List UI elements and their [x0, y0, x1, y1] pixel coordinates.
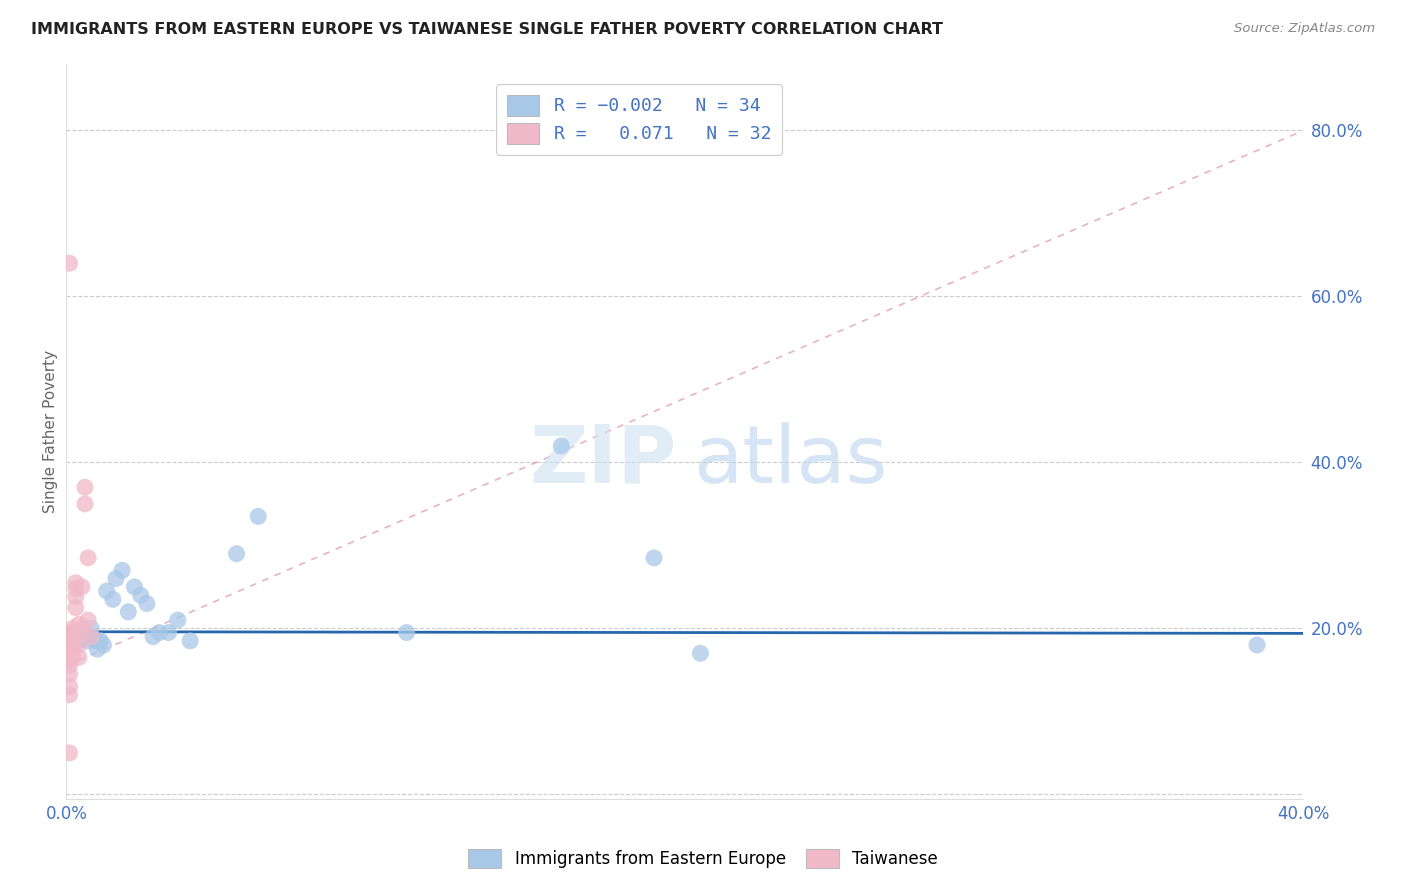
Point: [65, 600, 87, 615]
Point: [62, 625, 84, 640]
Point: [86, 633, 108, 648]
Text: atlas: atlas: [693, 422, 889, 500]
Point: [86, 642, 108, 657]
Point: [58, 658, 80, 673]
Point: [73, 497, 96, 511]
Point: [65, 582, 87, 596]
Point: [58, 256, 80, 270]
Point: [77, 613, 100, 627]
Point: [67, 625, 90, 640]
Point: [80, 630, 103, 644]
Point: [247, 509, 270, 524]
Point: [142, 630, 165, 644]
Point: [80, 621, 103, 635]
Point: [124, 580, 146, 594]
Point: [62, 621, 84, 635]
Point: [643, 550, 665, 565]
Point: [67, 617, 90, 632]
Legend: R = −0.002   N = 34, R =   0.071   N = 32: R = −0.002 N = 34, R = 0.071 N = 32: [496, 84, 782, 154]
Point: [225, 547, 247, 561]
Point: [395, 625, 418, 640]
Point: [1246, 638, 1268, 652]
Point: [70, 630, 93, 644]
Point: [58, 638, 80, 652]
Point: [62, 633, 84, 648]
Point: [58, 625, 80, 640]
Point: [58, 680, 80, 694]
Point: [70, 621, 93, 635]
Point: [77, 633, 100, 648]
Point: [93, 638, 115, 652]
Point: [58, 633, 80, 648]
Point: [62, 625, 84, 640]
Point: [104, 572, 127, 586]
Point: [111, 563, 134, 577]
Point: [129, 588, 152, 602]
Point: [62, 642, 84, 657]
Point: [58, 642, 80, 657]
Point: [73, 625, 96, 640]
Point: [157, 625, 180, 640]
Legend: Immigrants from Eastern Europe, Taiwanese: Immigrants from Eastern Europe, Taiwanes…: [461, 842, 945, 875]
Y-axis label: Single Father Poverty: Single Father Poverty: [44, 350, 58, 513]
Point: [135, 597, 157, 611]
Point: [67, 650, 90, 665]
Point: [58, 650, 80, 665]
Point: [101, 592, 124, 607]
Point: [73, 480, 96, 494]
Point: [67, 633, 90, 648]
Point: [117, 605, 139, 619]
Point: [65, 590, 87, 604]
Point: [67, 638, 90, 652]
Point: [96, 584, 118, 599]
Point: [58, 630, 80, 644]
Point: [148, 625, 170, 640]
Point: [58, 746, 80, 760]
Text: IMMIGRANTS FROM EASTERN EUROPE VS TAIWANESE SINGLE FATHER POVERTY CORRELATION CH: IMMIGRANTS FROM EASTERN EUROPE VS TAIWAN…: [31, 22, 943, 37]
Point: [83, 633, 105, 648]
Point: [62, 633, 84, 648]
Point: [689, 646, 711, 660]
Point: [77, 550, 100, 565]
Point: [89, 633, 111, 648]
Text: ZIP: ZIP: [529, 422, 676, 500]
Point: [58, 667, 80, 681]
Point: [65, 630, 87, 644]
Point: [70, 580, 93, 594]
Point: [58, 630, 80, 644]
Point: [179, 633, 201, 648]
Text: Source: ZipAtlas.com: Source: ZipAtlas.com: [1234, 22, 1375, 36]
Point: [65, 575, 87, 590]
Point: [62, 650, 84, 665]
Point: [166, 613, 188, 627]
Point: [58, 688, 80, 702]
Point: [550, 439, 572, 453]
